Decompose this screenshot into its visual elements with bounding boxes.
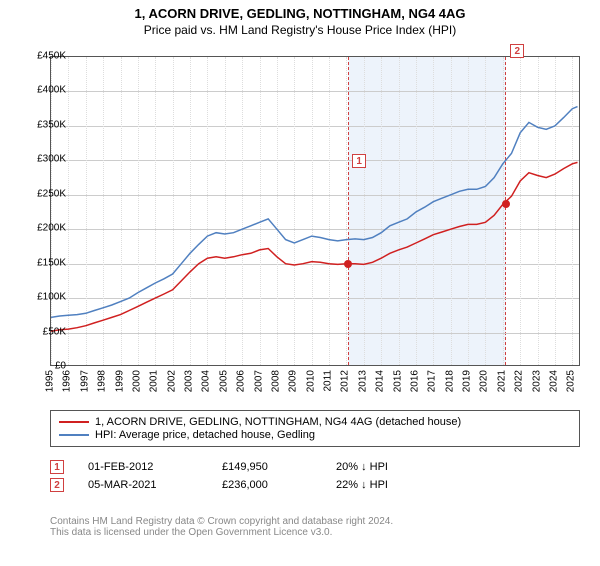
data-attribution: Contains HM Land Registry data © Crown c… [50,516,580,538]
footer-line-1: Contains HM Land Registry data © Crown c… [50,516,580,527]
series-line [51,162,578,331]
transaction-date: 05-MAR-2021 [88,479,198,491]
x-axis-label: 2008 [270,370,281,400]
x-axis-label: 2019 [462,370,473,400]
x-axis-label: 2000 [131,370,142,400]
x-axis-label: 1997 [79,370,90,400]
chart-lines [51,57,581,367]
y-axis-label: £300K [26,154,66,165]
x-axis-label: 2009 [288,370,299,400]
x-axis-label: 2016 [409,370,420,400]
x-axis-label: 2002 [166,370,177,400]
transaction-row: 2 05-MAR-2021 £236,000 22% ↓ HPI [50,478,580,492]
x-axis-label: 2007 [253,370,264,400]
x-axis-label: 2020 [479,370,490,400]
y-axis-label: £400K [26,85,66,96]
y-axis-label: £50K [26,326,66,337]
transaction-price: £149,950 [222,461,312,473]
y-axis-label: £250K [26,188,66,199]
x-axis-label: 2023 [531,370,542,400]
x-axis-label: 2018 [444,370,455,400]
x-axis-label: 1996 [62,370,73,400]
x-axis-label: 2010 [305,370,316,400]
legend-label: 1, ACORN DRIVE, GEDLING, NOTTINGHAM, NG4… [95,416,461,428]
x-axis-label: 2021 [496,370,507,400]
x-axis-label: 2015 [392,370,403,400]
transaction-dot [502,200,510,208]
x-axis-label: 2011 [323,370,334,400]
chart-subtitle: Price paid vs. HM Land Registry's House … [0,23,600,37]
transaction-row: 1 01-FEB-2012 £149,950 20% ↓ HPI [50,460,580,474]
x-axis-label: 2024 [548,370,559,400]
transaction-row-marker: 1 [50,460,64,474]
legend-swatch [59,421,89,423]
transaction-marker: 2 [510,44,524,58]
footer-line-2: This data is licensed under the Open Gov… [50,527,580,538]
x-axis-label: 2014 [375,370,386,400]
transaction-marker: 1 [352,154,366,168]
x-axis-label: 1995 [45,370,56,400]
y-axis-label: £350K [26,119,66,130]
legend-label: HPI: Average price, detached house, Gedl… [95,429,315,441]
transaction-row-marker: 2 [50,478,64,492]
transaction-dot [344,260,352,268]
transaction-date: 01-FEB-2012 [88,461,198,473]
x-axis-label: 2003 [184,370,195,400]
y-axis-label: £100K [26,292,66,303]
x-axis-label: 2006 [236,370,247,400]
transaction-delta: 20% ↓ HPI [336,461,388,473]
legend-swatch [59,434,89,436]
legend-entry: HPI: Average price, detached house, Gedl… [59,429,571,441]
x-axis-label: 2013 [357,370,368,400]
legend: 1, ACORN DRIVE, GEDLING, NOTTINGHAM, NG4… [50,410,580,447]
x-axis-label: 2017 [427,370,438,400]
x-axis-label: 2001 [149,370,160,400]
x-axis-label: 2022 [514,370,525,400]
x-axis-label: 2005 [218,370,229,400]
legend-entry: 1, ACORN DRIVE, GEDLING, NOTTINGHAM, NG4… [59,416,571,428]
transaction-delta: 22% ↓ HPI [336,479,388,491]
x-axis-label: 1999 [114,370,125,400]
chart-title: 1, ACORN DRIVE, GEDLING, NOTTINGHAM, NG4… [0,6,600,21]
transaction-price: £236,000 [222,479,312,491]
series-line [51,107,578,318]
x-axis-label: 1998 [97,370,108,400]
x-axis-label: 2025 [566,370,577,400]
y-axis-label: £150K [26,257,66,268]
x-axis-label: 2012 [340,370,351,400]
y-axis-label: £450K [26,51,66,62]
chart-plot-area: 12 [50,56,580,366]
x-axis-label: 2004 [201,370,212,400]
transaction-table: 1 01-FEB-2012 £149,950 20% ↓ HPI 2 05-MAR-202… [50,456,580,496]
y-axis-label: £200K [26,223,66,234]
